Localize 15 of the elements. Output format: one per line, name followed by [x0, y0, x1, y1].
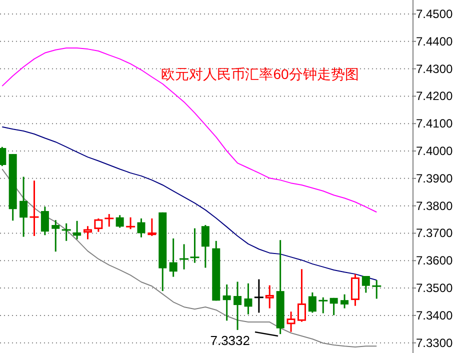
ytick: 7.3900	[416, 171, 453, 186]
ytick: 7.4200	[416, 89, 453, 104]
ytick: 7.4400	[416, 34, 453, 48]
ytick: 7.4300	[416, 62, 453, 76]
ytick: 7.3700	[416, 226, 453, 240]
ytick: 7.4500	[416, 6, 453, 21]
ytick: 7.3800	[416, 198, 453, 213]
ytick: 7.3600	[416, 254, 453, 268]
annotation: 7.3332	[210, 333, 250, 348]
ytick: 7.3300	[416, 336, 453, 350]
ytick: 7.4000	[416, 144, 453, 158]
ytick: 7.4100	[416, 116, 453, 131]
ytick: 7.3400	[416, 308, 453, 322]
ytick: 7.3500	[416, 281, 453, 296]
title: 欧元对人民币汇率60分钟走势图	[161, 66, 359, 82]
